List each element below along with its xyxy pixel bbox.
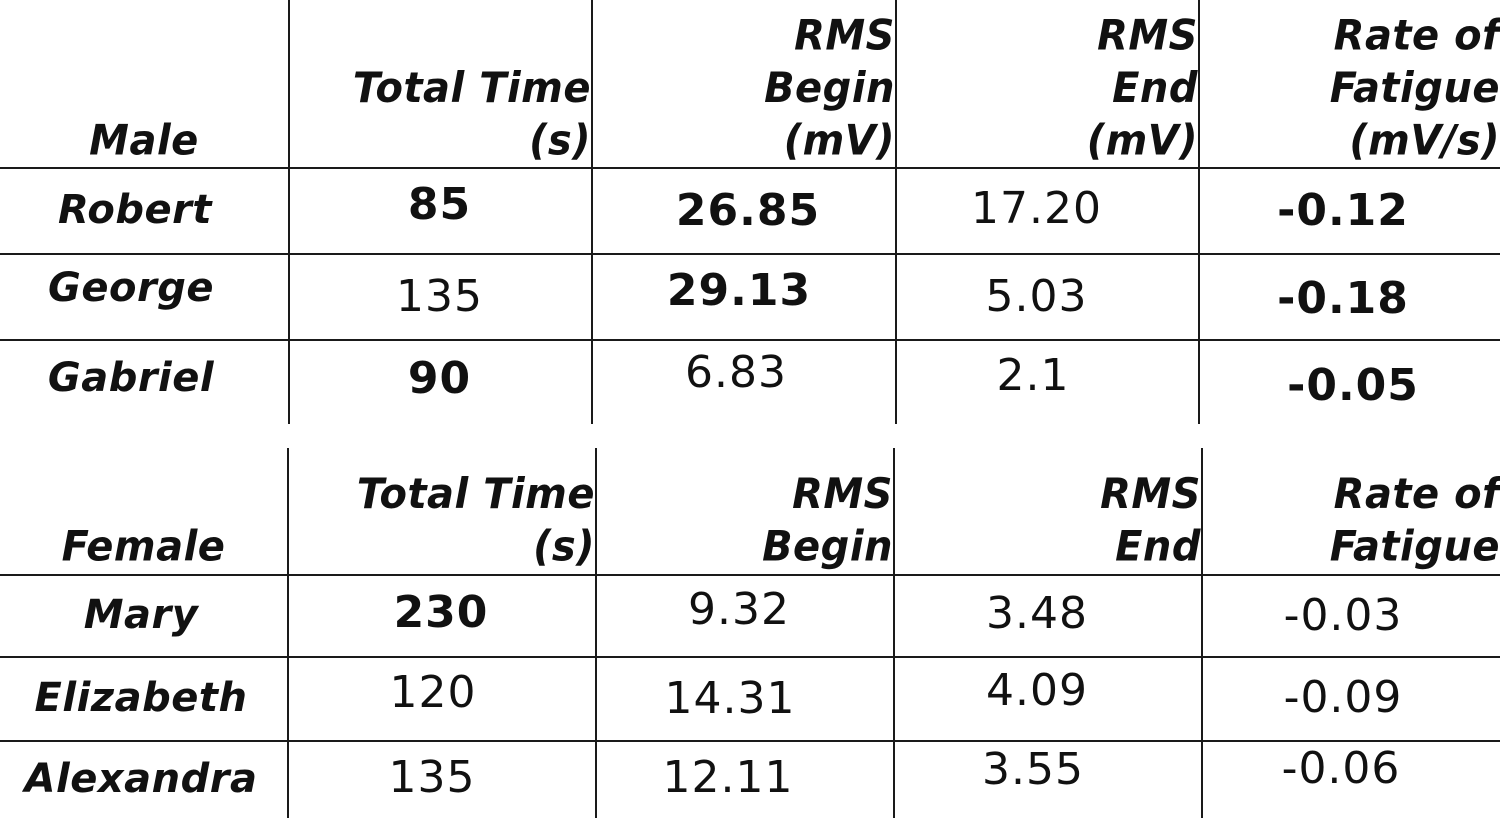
- header-unit: (s): [533, 522, 595, 571]
- cell-rate-of-fatigue: -0.09: [1283, 671, 1403, 723]
- column-divider: [287, 448, 289, 818]
- cell-rms-begin: 9.32: [688, 583, 790, 635]
- header-label: Total Time: [356, 470, 595, 519]
- header-group-female: Female: [0, 445, 287, 577]
- column-divider: [1198, 0, 1200, 424]
- header-unit: (s): [529, 116, 591, 165]
- header-unit: (mV/s): [1349, 116, 1500, 165]
- column-divider: [591, 0, 593, 424]
- header-rate-of-fatigue: Rate of Fatigue: [1201, 445, 1500, 577]
- header-unit: (mV): [783, 116, 895, 165]
- row-divider: [0, 740, 1500, 742]
- header-group-male: Male: [0, 0, 288, 171]
- row-divider: [0, 656, 1500, 658]
- cell-rms-end: 5.03: [985, 270, 1088, 322]
- header-total-time: Total Time (s): [287, 445, 595, 577]
- header-label: RMS: [794, 11, 895, 60]
- cell-rms-begin: 26.85: [675, 184, 821, 236]
- cell-rms-end: 17.20: [971, 182, 1102, 234]
- female-table: Female Total Time (s) RMS Begin RMS End …: [0, 448, 1500, 818]
- header-rms-end: RMS End (mV): [895, 0, 1198, 171]
- cell-total-time: 90: [407, 352, 472, 404]
- cell-rms-end: 4.09: [986, 664, 1088, 716]
- row-divider: [0, 253, 1500, 255]
- table-row-name: Robert: [58, 187, 212, 233]
- cell-rms-begin: 12.11: [662, 751, 794, 803]
- column-divider: [1201, 448, 1203, 818]
- column-divider: [595, 448, 597, 818]
- row-divider: [0, 574, 1500, 576]
- table-row-name: Mary: [83, 592, 199, 638]
- cell-rms-end: 3.55: [982, 743, 1084, 795]
- header-label: Male: [89, 116, 199, 165]
- cell-rms-begin: 6.83: [685, 346, 787, 398]
- cell-rate-of-fatigue: -0.06: [1281, 742, 1401, 794]
- header-label: Fatigue: [1329, 64, 1500, 113]
- header-rms-begin: RMS Begin (mV): [591, 0, 895, 171]
- header-rms-end: RMS End: [893, 445, 1201, 577]
- header-total-time: Total Time (s): [288, 0, 591, 171]
- cell-total-time: 120: [389, 666, 477, 718]
- table-row-name: Elizabeth: [34, 675, 248, 721]
- header-label: Begin: [764, 64, 895, 113]
- header-label: End: [1115, 522, 1201, 571]
- cell-rate-of-fatigue: -0.05: [1287, 359, 1419, 411]
- header-label: Rate of: [1333, 11, 1500, 60]
- cell-rate-of-fatigue: -0.18: [1277, 272, 1409, 324]
- cell-rate-of-fatigue: -0.03: [1283, 589, 1403, 641]
- header-label: Rate of: [1333, 470, 1500, 519]
- header-label: Begin: [762, 522, 893, 571]
- cell-total-time: 230: [393, 586, 489, 638]
- column-divider: [895, 0, 897, 424]
- cell-rms-begin: 29.13: [666, 264, 812, 316]
- header-unit: (mV): [1086, 116, 1198, 165]
- header-rate-of-fatigue: Rate of Fatigue (mV/s): [1198, 0, 1500, 171]
- header-label: RMS: [1100, 470, 1201, 519]
- row-divider: [0, 167, 1500, 169]
- cell-rms-end: 2.1: [996, 349, 1070, 401]
- header-label: Female: [61, 522, 226, 571]
- table-row-name: George: [48, 265, 214, 311]
- header-label: RMS: [792, 470, 893, 519]
- column-divider: [288, 0, 290, 424]
- column-divider: [893, 448, 895, 818]
- header-label: RMS: [1097, 11, 1198, 60]
- header-label: End: [1112, 64, 1198, 113]
- cell-total-time: 135: [388, 751, 476, 803]
- male-table: Male Total Time (s) RMS Begin (mV) RMS E…: [0, 0, 1500, 424]
- cell-rms-end: 3.48: [986, 587, 1088, 639]
- cell-total-time: 135: [396, 270, 483, 322]
- header-rms-begin: RMS Begin: [595, 445, 893, 577]
- table-row-name: Alexandra: [24, 756, 258, 802]
- cell-rate-of-fatigue: -0.12: [1277, 184, 1409, 236]
- cell-total-time: 85: [407, 178, 472, 230]
- table-row-name: Gabriel: [47, 355, 215, 401]
- cell-rms-begin: 14.31: [664, 672, 796, 724]
- header-label: Fatigue: [1329, 522, 1500, 571]
- row-divider: [0, 339, 1500, 341]
- header-label: Total Time: [352, 64, 591, 113]
